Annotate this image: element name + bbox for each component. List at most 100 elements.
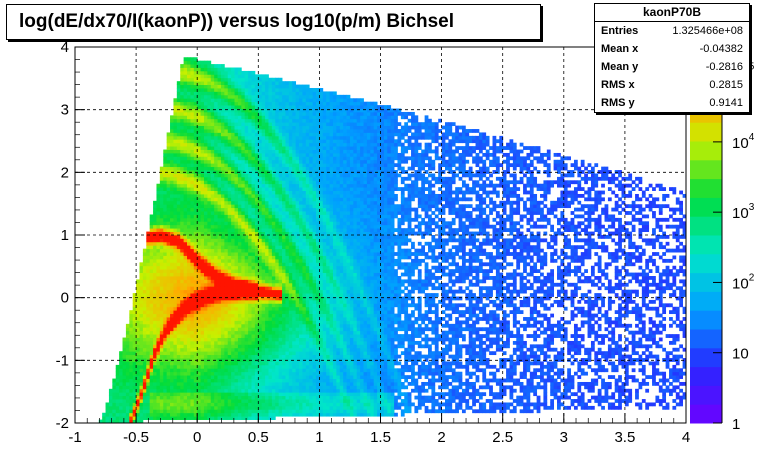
heatmap-cell xyxy=(234,235,239,239)
heatmap-cell xyxy=(299,142,303,147)
heatmap-cell xyxy=(214,125,218,130)
heatmap-cell xyxy=(237,74,242,79)
heatmap-cell xyxy=(305,207,310,212)
heatmap-cell xyxy=(278,197,283,202)
heatmap-cell xyxy=(163,217,168,222)
heatmap-cell xyxy=(183,74,188,79)
heatmap-cell xyxy=(203,351,208,356)
heatmap-cell xyxy=(136,299,140,304)
heatmap-cell xyxy=(210,354,215,359)
heatmap-cell xyxy=(244,385,249,390)
heatmap-cell xyxy=(170,173,174,178)
heatmap-cell xyxy=(193,132,198,137)
heatmap-cell xyxy=(193,330,198,335)
heatmap-cell xyxy=(173,241,178,246)
heatmap-cell xyxy=(136,375,140,379)
heatmap-cell xyxy=(136,405,140,410)
heatmap-cell xyxy=(163,299,168,304)
heatmap-cell xyxy=(248,193,252,198)
heatmap-cell xyxy=(302,94,307,99)
heatmap-cell xyxy=(142,340,147,345)
heatmap-cell xyxy=(282,245,286,250)
heatmap-cell xyxy=(132,327,137,332)
heatmap-cell xyxy=(156,238,161,243)
heatmap-cell xyxy=(251,84,256,89)
heatmap-cell xyxy=(261,276,266,280)
heatmap-cell xyxy=(305,388,310,393)
heatmap-cell xyxy=(193,272,198,277)
heatmap-cell xyxy=(193,286,198,291)
heatmap-cell xyxy=(302,245,307,250)
heatmap-cell xyxy=(309,385,314,390)
heatmap-cell xyxy=(258,306,263,311)
heatmap-cell xyxy=(170,323,174,328)
heatmap-cell xyxy=(139,375,144,379)
heatmap-cell xyxy=(220,313,225,318)
heatmap-cell xyxy=(231,299,235,304)
heatmap-cell xyxy=(288,392,293,397)
heatmap-cell xyxy=(271,214,276,219)
heatmap-cell xyxy=(217,282,222,287)
heatmap-cell xyxy=(282,224,286,229)
heatmap-cell xyxy=(200,70,205,75)
heatmap-cell xyxy=(207,354,212,359)
heatmap-cell xyxy=(254,416,259,420)
heatmap-cell xyxy=(282,231,286,236)
heatmap-cell xyxy=(254,282,259,287)
heatmap-cell xyxy=(166,358,171,362)
heatmap-cell xyxy=(268,176,273,181)
heatmap-cell xyxy=(278,409,283,414)
heatmap-cell xyxy=(295,276,300,280)
heatmap-cell xyxy=(153,303,157,308)
heatmap-cell xyxy=(163,347,168,352)
heatmap-cell xyxy=(170,129,174,133)
heatmap-cell xyxy=(258,358,263,362)
heatmap-cell xyxy=(176,211,181,215)
heatmap-cell xyxy=(183,354,188,359)
heatmap-cell xyxy=(176,385,181,390)
heatmap-cell xyxy=(193,289,198,294)
heatmap-cell xyxy=(241,183,246,188)
heatmap-cell xyxy=(305,197,310,202)
heatmap-cell xyxy=(136,354,140,359)
heatmap-cell xyxy=(207,255,212,260)
heatmap-cell xyxy=(220,193,225,198)
heatmap-cell xyxy=(119,378,123,383)
heatmap-cell xyxy=(237,385,242,390)
heatmap-cell xyxy=(187,221,191,226)
heatmap-cell xyxy=(224,347,229,352)
heatmap-cell xyxy=(292,98,297,103)
heatmap-cell xyxy=(170,135,174,140)
heatmap-cell xyxy=(278,176,283,181)
heatmap-cell xyxy=(187,351,191,356)
heatmap-cell xyxy=(299,258,303,263)
heatmap-cell xyxy=(214,245,218,250)
heatmap-cell xyxy=(248,163,252,168)
heatmap-cell xyxy=(268,412,273,417)
heatmap-cell xyxy=(305,84,310,89)
heatmap-cell xyxy=(285,317,290,321)
heatmap-cell xyxy=(214,135,218,140)
heatmap-cell xyxy=(268,224,273,229)
heatmap-cell xyxy=(244,176,249,181)
heatmap-cell xyxy=(207,381,212,386)
heatmap-cell xyxy=(159,231,164,236)
heatmap-cell xyxy=(176,81,181,85)
heatmap-cell xyxy=(282,166,286,171)
heatmap-cell xyxy=(142,286,147,291)
heatmap-cell xyxy=(275,224,280,229)
heatmap-cell xyxy=(197,129,201,133)
heatmap-cell xyxy=(203,190,208,195)
heatmap-cell xyxy=(170,139,174,144)
heatmap-cell xyxy=(220,132,225,137)
heatmap-cell xyxy=(244,156,249,161)
heatmap-cell xyxy=(292,310,297,315)
heatmap-cell xyxy=(288,399,293,403)
heatmap-cell xyxy=(149,252,154,256)
heatmap-cell xyxy=(125,402,130,407)
heatmap-cell xyxy=(207,70,212,75)
heatmap-cell xyxy=(180,98,185,103)
heatmap-cell xyxy=(244,289,249,294)
heatmap-cell xyxy=(295,402,300,407)
heatmap-cell xyxy=(305,354,310,359)
